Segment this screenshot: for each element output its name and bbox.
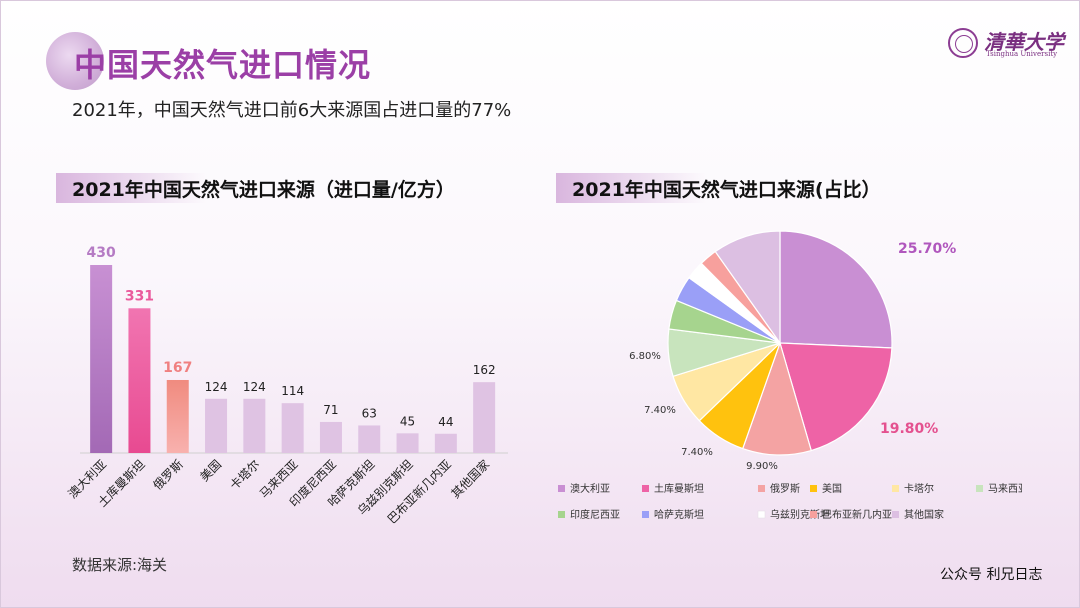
bar-哈萨克斯坦 <box>358 425 381 453</box>
legend-swatch <box>976 485 983 492</box>
legend-label: 其他国家 <box>904 508 944 521</box>
legend-swatch <box>892 485 899 492</box>
bar-chart: 430澳大利亚331土库曼斯坦167俄罗斯124美国124卡塔尔114马来西亚7… <box>65 245 508 525</box>
bar-马来西亚 <box>281 403 304 453</box>
bar-category-label: 美国 <box>197 457 224 484</box>
legend-swatch <box>642 511 649 518</box>
slide-subtitle: 2021年，中国天然气进口前6大来源国占进口量的77% <box>72 100 512 121</box>
bar-value-label: 44 <box>438 415 453 429</box>
bar-卡塔尔 <box>243 398 266 453</box>
bar-value-label: 63 <box>362 406 377 420</box>
legend-label: 马来西亚 <box>988 483 1022 495</box>
pie-data-label: 25.70% <box>898 241 956 257</box>
author-credit: 公众号 利兄日志 <box>940 567 1043 583</box>
legend-swatch <box>757 510 766 519</box>
bar-value-label: 45 <box>400 414 415 428</box>
slide-title: 中国天然气进口情况 <box>74 46 372 84</box>
pie-slice-澳大利亚 <box>779 230 893 349</box>
tsinghua-logo: 清華大学 Tsinghua University <box>948 28 1064 62</box>
bar-美国 <box>205 398 228 453</box>
bar-土库曼斯坦 <box>128 308 151 453</box>
bar-value-label: 124 <box>205 380 228 394</box>
bar-其他国家 <box>473 382 496 453</box>
bar-category-label: 巴布亚新几内亚 <box>384 457 454 525</box>
bar-巴布亚新几内亚 <box>434 433 457 453</box>
pie-data-label: 19.80% <box>880 421 938 437</box>
bar-value-label: 71 <box>323 403 338 417</box>
bar-乌兹别克斯坦 <box>396 433 419 453</box>
legend-swatch <box>810 511 817 518</box>
bar-value-label: 167 <box>163 360 192 376</box>
legend-swatch <box>892 511 899 518</box>
legend-label: 美国 <box>822 482 842 495</box>
data-source-note: 数据来源:海关 <box>72 556 168 574</box>
pie-chart-title: 2021年中国天然气进口来源(占比） <box>556 173 881 203</box>
slide-title-block: 中国天然气进口情况 <box>46 30 426 92</box>
legend-label: 澳大利亚 <box>570 482 610 495</box>
bar-value-label: 331 <box>125 288 154 304</box>
bar-value-label: 430 <box>87 245 116 261</box>
legend-label: 俄罗斯 <box>770 482 800 495</box>
legend-label: 卡塔尔 <box>904 482 934 495</box>
legend-label: 印度尼西亚 <box>570 508 620 521</box>
legend-swatch <box>642 485 649 492</box>
pie-data-label: 7.40% <box>644 405 676 416</box>
pie-slice-其他国家 <box>714 230 781 345</box>
legend-swatch <box>758 485 765 492</box>
pie-data-label: 9.90% <box>746 461 778 470</box>
bar-俄罗斯 <box>166 379 189 453</box>
logo-english-text: Tsinghua University <box>986 50 1058 58</box>
pie-data-label: 7.40% <box>681 447 713 458</box>
bar-category-label: 俄罗斯 <box>151 457 186 492</box>
bar-澳大利亚 <box>90 265 113 453</box>
bar-chart-title: 2021年中国天然气进口来源（进口量/亿方） <box>56 173 455 203</box>
university-seal-icon <box>948 28 978 58</box>
pie-slice-土库曼斯坦 <box>779 342 893 452</box>
bar-category-label: 卡塔尔 <box>226 457 262 493</box>
legend-label: 哈萨克斯坦 <box>654 508 704 521</box>
title-decoration-circle <box>46 32 104 90</box>
bar-value-label: 114 <box>281 384 304 398</box>
legend-swatch <box>558 511 565 518</box>
bar-印度尼西亚 <box>319 421 342 453</box>
pie-chart: 25.70% 19.80% 9.90% 7.40% 7.40% 6.80% <box>629 230 956 470</box>
legend-label: 巴布亚新几内亚 <box>822 508 892 521</box>
pie-legend: 澳大利亚 土库曼斯坦 俄罗斯 美国 卡塔尔 马来西亚印度尼西亚 哈萨克斯坦 乌兹别克斯坦巴布亚… <box>558 482 1022 521</box>
legend-swatch <box>558 485 565 492</box>
legend-swatch <box>810 485 817 492</box>
bar-category-label: 其他国家 <box>448 457 493 502</box>
pie-chart-title-text: 2021年中国天然气进口来源(占比） <box>572 179 881 201</box>
bar-chart-title-text: 2021年中国天然气进口来源（进口量/亿方） <box>72 179 455 201</box>
logo-chinese-text: 清華大学 <box>984 30 1064 54</box>
bar-value-label: 162 <box>473 363 496 377</box>
legend-label: 土库曼斯坦 <box>654 482 704 495</box>
pie-data-label: 6.80% <box>629 351 661 362</box>
legend-label: 乌兹别克斯坦 <box>770 508 830 521</box>
bar-value-label: 124 <box>243 380 266 394</box>
